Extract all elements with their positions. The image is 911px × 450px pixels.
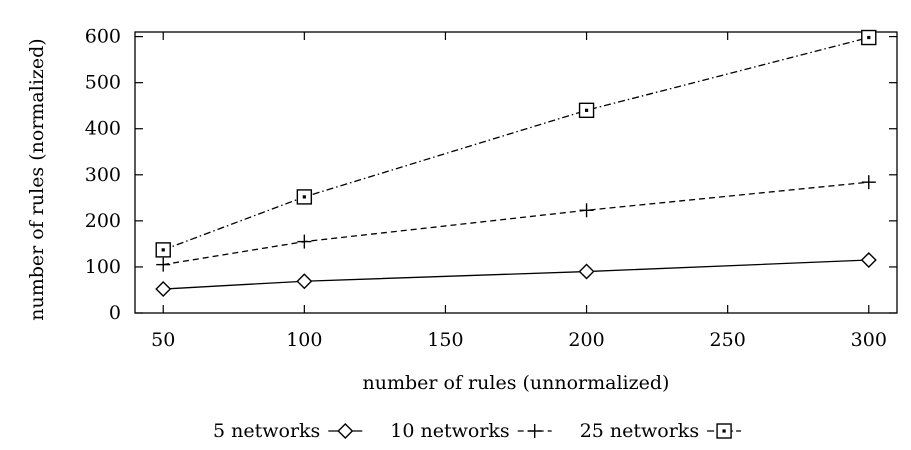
data-point-marker: [297, 234, 312, 249]
legend-item: 10 networks: [390, 420, 552, 442]
axis-ticks: 50 100 150 200 250 300 0 100 200 300 400 500 600: [85, 26, 897, 351]
x-tick-label: 100: [286, 329, 322, 351]
data-point-marker: [578, 263, 595, 280]
plot-border: [134, 31, 898, 314]
x-tick-label: 250: [710, 329, 746, 351]
plot-area: [134, 31, 898, 314]
x-axis-title: number of rules (unnormalized): [363, 372, 670, 394]
y-tick-label: 400: [85, 118, 121, 140]
y-tick-label: 0: [109, 302, 121, 324]
data-point-marker: [156, 257, 171, 272]
legend-marker: [527, 424, 542, 438]
x-tick-label: 150: [427, 329, 463, 351]
y-tick-label: 200: [85, 210, 121, 232]
data-point-marker: [578, 102, 595, 119]
y-tick-label: 300: [85, 164, 121, 186]
series-1: [155, 252, 877, 298]
series-line: [163, 259, 869, 290]
series-2: [156, 175, 876, 272]
y-tick-label: 100: [85, 256, 121, 278]
x-tick-label: 50: [151, 329, 175, 351]
data-point-marker: [296, 273, 313, 290]
legend-item: 5 networks: [213, 420, 363, 442]
legend-label: 5 networks: [213, 420, 320, 442]
series-layer: [155, 29, 877, 298]
legend-item: 25 networks: [580, 420, 742, 442]
data-point-marker: [155, 281, 172, 298]
legend: 5 networks 10 networks 25 networks: [213, 420, 742, 442]
legend-marker: [337, 423, 354, 439]
legend-marker: [716, 423, 732, 439]
x-tick-label: 200: [568, 329, 604, 351]
y-tick-label: 600: [85, 26, 121, 48]
y-axis-title: number of rules (normalized): [26, 38, 48, 320]
series-line: [163, 181, 869, 266]
data-point-marker: [860, 252, 877, 269]
legend-label: 10 networks: [390, 420, 509, 442]
series-3: [155, 29, 877, 258]
data-point-marker: [296, 189, 313, 205]
series-line: [162, 36, 869, 251]
data-point-marker: [155, 242, 171, 258]
data-point-marker: [861, 175, 876, 190]
y-tick-label: 500: [85, 72, 121, 94]
x-tick-label: 300: [851, 329, 887, 351]
legend-label: 25 networks: [580, 420, 699, 442]
data-point-marker: [579, 203, 594, 218]
data-point-marker: [861, 29, 877, 46]
